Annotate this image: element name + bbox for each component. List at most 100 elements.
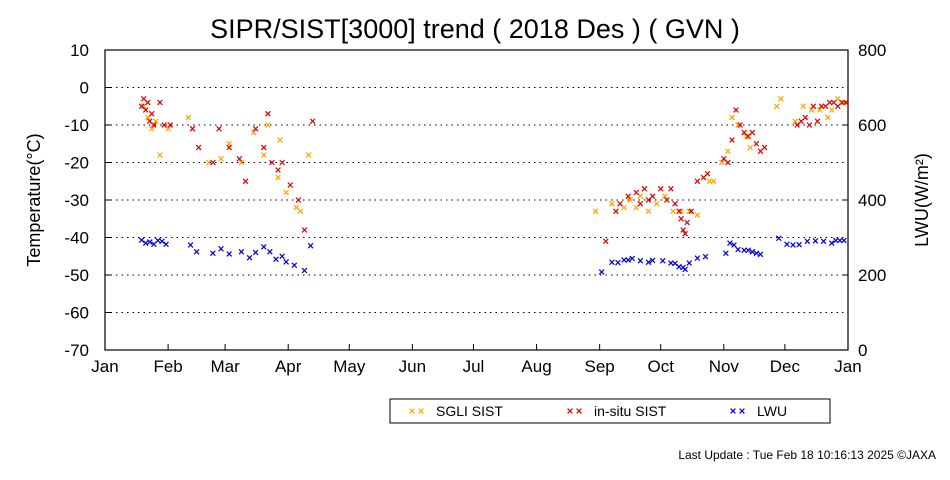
y2-tick-label: 200 xyxy=(858,266,886,285)
data-point xyxy=(226,144,232,151)
data-point xyxy=(753,250,760,257)
data-point xyxy=(668,185,674,192)
series-sgli-sist xyxy=(140,95,847,218)
x-axis: Jan Feb Mar Apr May Jun Jul Aug Sep Oct Nov Dec Jan xyxy=(91,344,862,376)
data-point xyxy=(682,266,688,273)
data-point xyxy=(749,129,756,136)
data-point xyxy=(146,239,153,245)
data-point xyxy=(287,182,294,188)
data-point xyxy=(242,178,249,185)
data-point xyxy=(275,174,281,181)
legend-box xyxy=(389,398,831,424)
x-tick-label: Jan xyxy=(834,357,861,376)
data-point xyxy=(710,178,717,185)
data-point xyxy=(615,259,621,266)
data-point xyxy=(686,208,693,215)
data-point xyxy=(157,152,163,158)
data-point xyxy=(828,107,835,113)
data-point xyxy=(704,170,711,177)
y-tick-label: -20 xyxy=(64,154,89,173)
data-point xyxy=(210,159,216,166)
data-point xyxy=(678,208,684,215)
data-point xyxy=(727,240,733,246)
y-axis-right: 800 600 400 200 0 xyxy=(842,41,886,360)
x-tick-label: Jun xyxy=(399,357,426,376)
data-point xyxy=(148,110,155,117)
data-point xyxy=(676,208,682,215)
data-point xyxy=(637,200,644,207)
data-point xyxy=(645,259,652,266)
y-axis-label: Temperature(°C) xyxy=(24,133,44,266)
data-point xyxy=(706,178,713,185)
data-point xyxy=(210,250,216,257)
data-point xyxy=(729,114,735,121)
data-point xyxy=(775,235,782,242)
data-point xyxy=(277,137,283,143)
y2-tick-label: 400 xyxy=(858,191,886,210)
data-point xyxy=(633,189,640,196)
data-point xyxy=(305,152,312,158)
data-point xyxy=(694,255,701,261)
grid-lines xyxy=(105,87,848,313)
data-point xyxy=(686,260,693,266)
data-point xyxy=(283,259,289,265)
data-point xyxy=(841,99,847,106)
data-point xyxy=(195,144,202,151)
data-point xyxy=(684,219,691,226)
data-point xyxy=(737,122,743,128)
y-tick-label: 0 xyxy=(80,79,89,98)
data-point xyxy=(189,125,196,132)
data-point xyxy=(295,197,302,203)
y-tick-label: -30 xyxy=(64,191,89,210)
data-point xyxy=(745,247,752,254)
data-point xyxy=(252,125,259,132)
data-point xyxy=(185,114,192,121)
data-point xyxy=(832,237,839,244)
data-point xyxy=(753,140,760,147)
data-point xyxy=(670,208,676,215)
data-point xyxy=(138,237,145,243)
data-point xyxy=(252,249,259,256)
legend: SGLI SIST in-situ SIST LWU xyxy=(389,398,831,424)
data-point xyxy=(621,257,627,263)
data-point xyxy=(193,248,200,255)
data-point xyxy=(260,144,267,151)
x-tick-label: Aug xyxy=(521,357,551,376)
data-point xyxy=(226,251,232,257)
data-point xyxy=(279,159,285,166)
data-point xyxy=(725,148,731,155)
data-point xyxy=(757,251,764,258)
data-point xyxy=(598,269,605,275)
data-point xyxy=(265,110,271,117)
data-point xyxy=(784,241,790,248)
data-point xyxy=(167,122,173,128)
y2-tick-label: 600 xyxy=(858,116,886,135)
data-point xyxy=(142,107,149,113)
data-point xyxy=(824,114,831,121)
data-point xyxy=(641,185,648,192)
data-point xyxy=(837,237,843,244)
data-point xyxy=(157,99,163,106)
data-point xyxy=(260,152,267,158)
data-point xyxy=(826,99,833,106)
data-point xyxy=(820,238,827,245)
data-point xyxy=(800,103,807,110)
x-tick-label: Oct xyxy=(647,357,674,376)
y-tick-label: -70 xyxy=(64,341,89,360)
legend-marker xyxy=(409,408,415,414)
data-point xyxy=(839,99,845,106)
data-point xyxy=(773,103,780,110)
data-point xyxy=(625,257,631,263)
x-tick-label: Sep xyxy=(585,357,615,376)
data-point xyxy=(735,246,741,253)
data-point xyxy=(216,125,222,132)
y-tick-label: -40 xyxy=(64,229,89,248)
data-point xyxy=(816,107,823,113)
data-point xyxy=(267,248,273,255)
data-point xyxy=(144,99,151,106)
data-point xyxy=(250,129,257,136)
data-point xyxy=(155,237,161,244)
data-point xyxy=(159,238,165,245)
data-point xyxy=(682,230,688,237)
